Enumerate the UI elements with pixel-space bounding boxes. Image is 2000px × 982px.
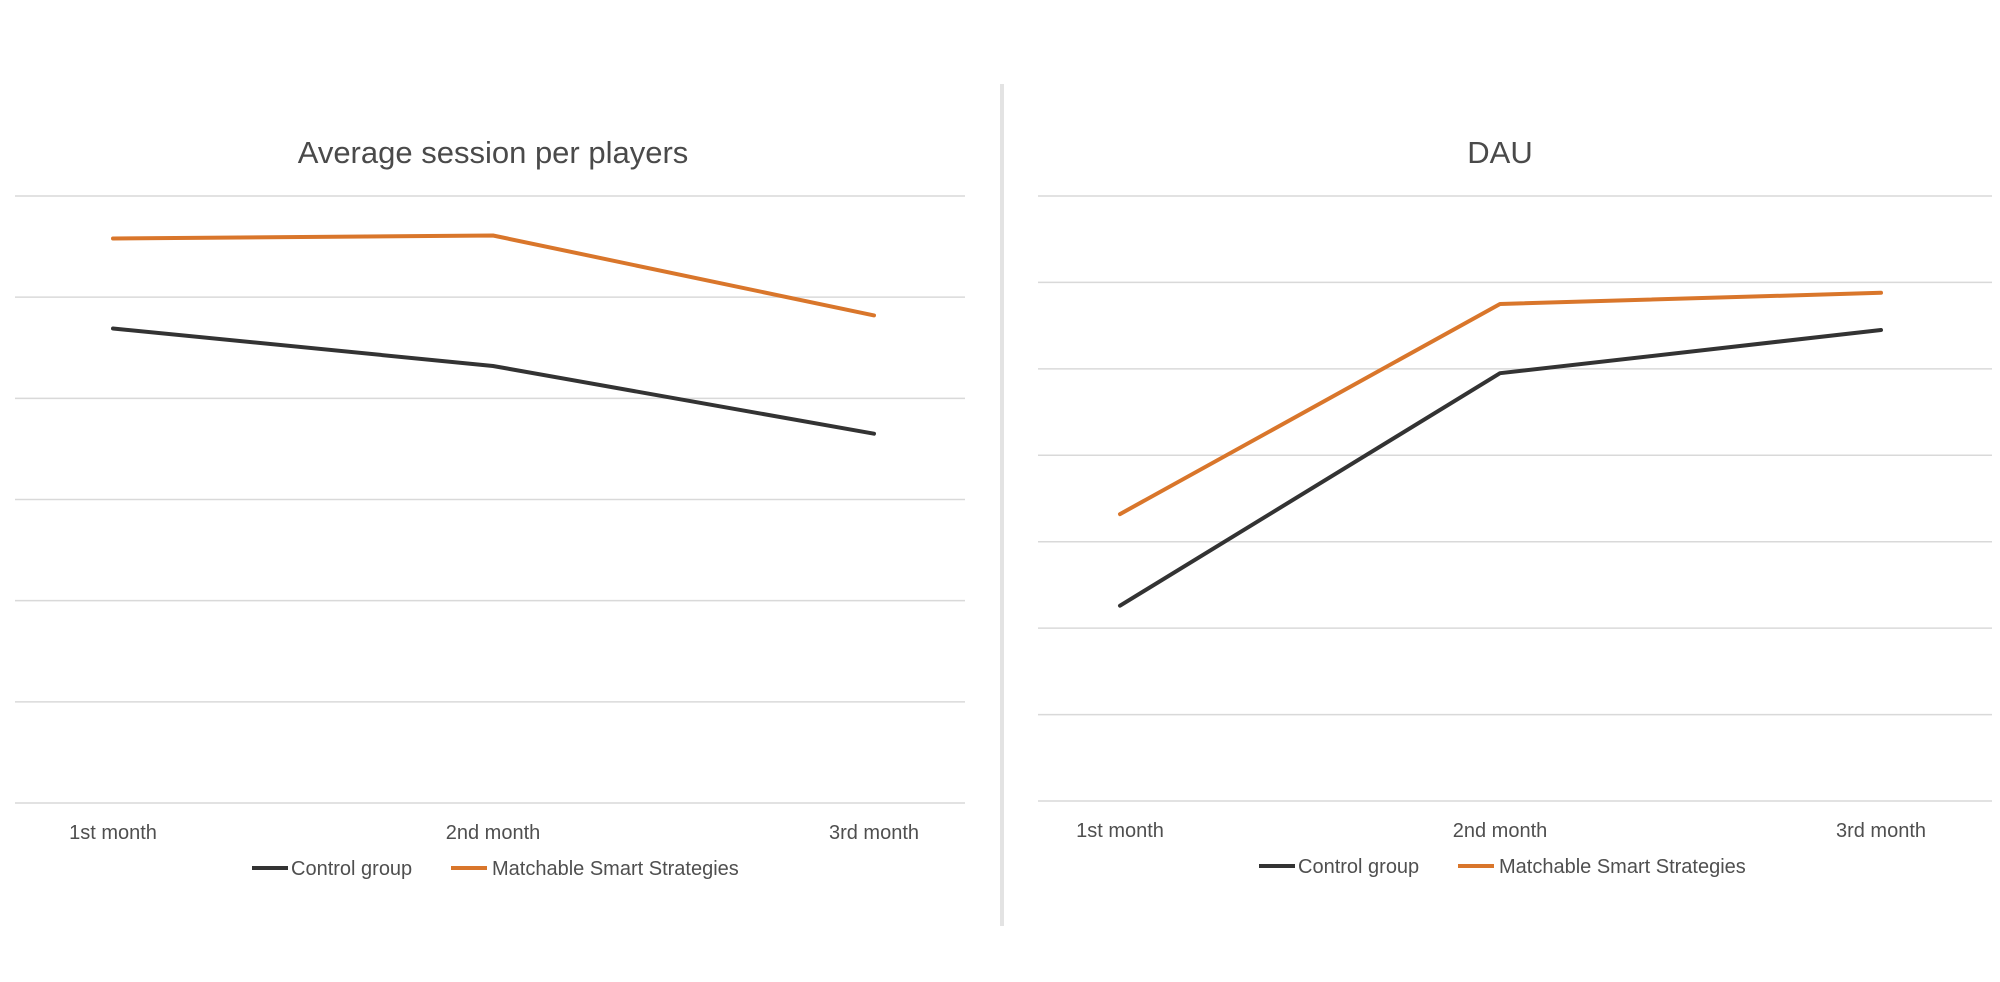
- chart-title: Average session per players: [298, 135, 689, 170]
- chart-title: DAU: [1467, 135, 1532, 170]
- x-axis-tick-labels: 1st month 2nd month 3rd month: [1076, 820, 1926, 842]
- legend-label: Control group: [1298, 856, 1419, 878]
- legend-item: Matchable Smart Strategies: [451, 858, 739, 880]
- legend-item: Control group: [252, 858, 412, 880]
- series-line-0: [111, 326, 876, 436]
- x-axis-tick-labels: 1st month 2nd month 3rd month: [69, 822, 919, 844]
- legend: Control group Matchable Smart Strategies: [1259, 856, 1746, 878]
- series-lines: [1118, 290, 1883, 608]
- series-line-1: [1118, 290, 1883, 517]
- legend-item: Control group: [1259, 856, 1419, 878]
- legend-label: Control group: [291, 858, 412, 880]
- chart-average-session: Average session per players 1st month 2nd…: [15, 135, 965, 880]
- legend: Control group Matchable Smart Strategies: [252, 858, 739, 880]
- x-tick-label: 3rd month: [829, 822, 919, 844]
- x-tick-label: 2nd month: [446, 822, 541, 844]
- x-tick-label: 1st month: [69, 822, 157, 844]
- gridlines: [1038, 195, 1992, 802]
- series-lines: [111, 233, 876, 436]
- chart-dau: DAU 1st month 2nd month 3rd month Control …: [1038, 135, 1992, 878]
- x-tick-label: 1st month: [1076, 820, 1164, 842]
- gridlines: [15, 195, 965, 804]
- x-tick-label: 3rd month: [1836, 820, 1926, 842]
- legend-label: Matchable Smart Strategies: [492, 858, 739, 880]
- series-line-1: [111, 233, 876, 318]
- legend-label: Matchable Smart Strategies: [1499, 856, 1746, 878]
- series-line-0: [1118, 328, 1883, 608]
- legend-item: Matchable Smart Strategies: [1458, 856, 1746, 878]
- x-tick-label: 2nd month: [1453, 820, 1548, 842]
